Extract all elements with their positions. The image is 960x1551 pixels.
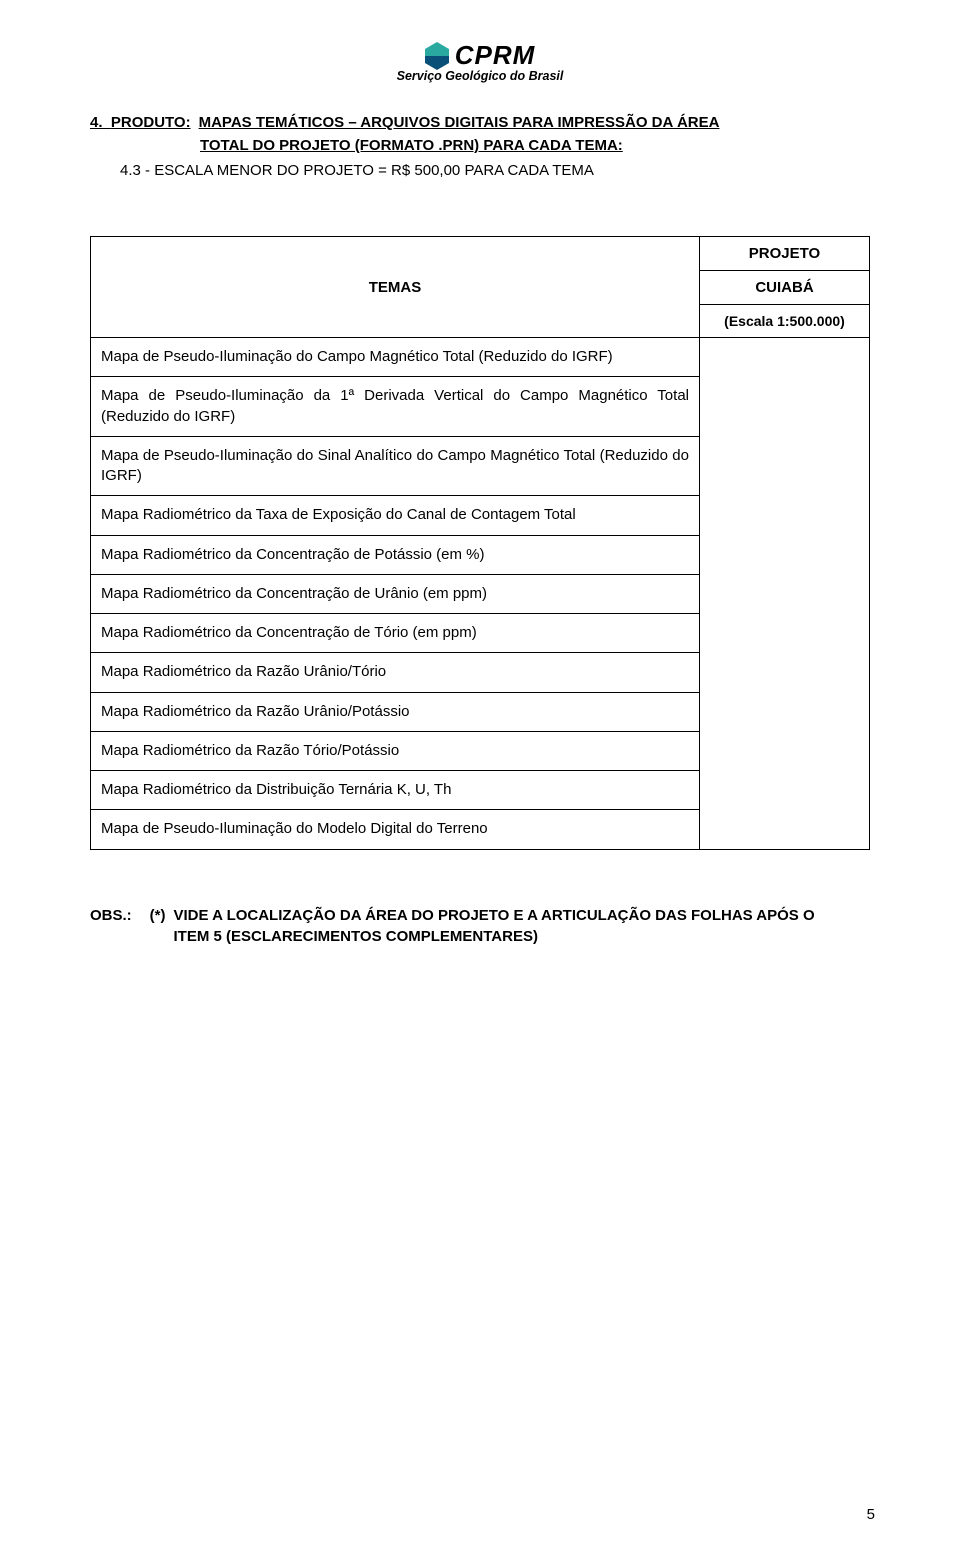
projeto-scale-cell: (Escala 1:500.000) — [700, 305, 870, 338]
tema-cell: Mapa Radiométrico da Razão Urânio/Tório — [91, 653, 700, 692]
tema-cell: Mapa Radiométrico da Taxa de Exposição d… — [91, 496, 700, 535]
tema-cell: Mapa Radiométrico da Razão Urânio/Potáss… — [91, 692, 700, 731]
hexagon-icon — [425, 42, 449, 70]
tema-cell: Mapa de Pseudo-Iluminação do Campo Magné… — [91, 338, 700, 377]
obs-line2: ITEM 5 (ESCLARECIMENTOS COMPLEMENTARES) — [174, 926, 815, 948]
brand-text: CPRM — [455, 40, 536, 71]
obs-star: (*) — [150, 905, 166, 949]
temas-header-cell: TEMAS — [91, 237, 700, 338]
table-container: TEMAS PROJETO CUIABÁ (Escala 1:500.000) … — [90, 236, 870, 850]
obs-text-wrap: VIDE A LOCALIZAÇÃO DA ÁREA DO PROJETO E … — [174, 905, 815, 949]
tema-cell: Mapa Radiométrico da Distribuição Ternár… — [91, 771, 700, 810]
heading-number: 4. PRODUTO: — [90, 112, 191, 133]
page-number: 5 — [867, 1506, 875, 1523]
tema-cell: Mapa Radiométrico da Concentração de Pot… — [91, 535, 700, 574]
document-page: CPRM Serviço Geológico do Brasil 4. PROD… — [0, 0, 960, 1551]
logo-row: CPRM — [397, 40, 564, 71]
sub-heading: 4.3 - ESCALA MENOR DO PROJETO = R$ 500,0… — [120, 160, 870, 181]
tema-cell: Mapa de Pseudo-Iluminação da 1ª Derivada… — [91, 377, 700, 437]
table-row: Mapa de Pseudo-Iluminação do Campo Magné… — [91, 338, 870, 377]
projeto-header-cell: PROJETO — [700, 237, 870, 271]
projeto-merge-cell — [700, 338, 870, 850]
table-header-row: TEMAS PROJETO — [91, 237, 870, 271]
sub-number: 4.3 - — [120, 162, 150, 179]
tema-cell: Mapa Radiométrico da Concentração de Urâ… — [91, 574, 700, 613]
obs-label: OBS.: — [90, 905, 132, 949]
heading-label-text: PRODUTO: — [111, 114, 191, 131]
logo-area: CPRM Serviço Geológico do Brasil — [90, 40, 870, 84]
temas-table: TEMAS PROJETO CUIABÁ (Escala 1:500.000) … — [90, 236, 870, 850]
section-heading: 4. PRODUTO: MAPAS TEMÁTICOS – ARQUIVOS D… — [90, 112, 870, 133]
tagline-text: Serviço Geológico do Brasil — [397, 69, 564, 83]
tema-cell: Mapa de Pseudo-Iluminação do Sinal Analí… — [91, 436, 700, 496]
obs-line1: VIDE A LOCALIZAÇÃO DA ÁREA DO PROJETO E … — [174, 905, 815, 927]
heading-number-text: 4. — [90, 114, 103, 131]
heading-title-line1: MAPAS TEMÁTICOS – ARQUIVOS DIGITAIS PARA… — [199, 112, 720, 133]
logo-box: CPRM Serviço Geológico do Brasil — [397, 40, 564, 83]
tema-cell: Mapa Radiométrico da Razão Tório/Potássi… — [91, 731, 700, 770]
heading-title-line2: TOTAL DO PROJETO (FORMATO .PRN) PARA CAD… — [200, 137, 870, 154]
tema-cell: Mapa de Pseudo-Iluminação do Modelo Digi… — [91, 810, 700, 849]
obs-block: OBS.: (*) VIDE A LOCALIZAÇÃO DA ÁREA DO … — [90, 905, 870, 949]
projeto-name-cell: CUIABÁ — [700, 271, 870, 305]
sub-text: ESCALA MENOR DO PROJETO = R$ 500,00 PARA… — [154, 162, 594, 179]
tema-cell: Mapa Radiométrico da Concentração de Tór… — [91, 614, 700, 653]
